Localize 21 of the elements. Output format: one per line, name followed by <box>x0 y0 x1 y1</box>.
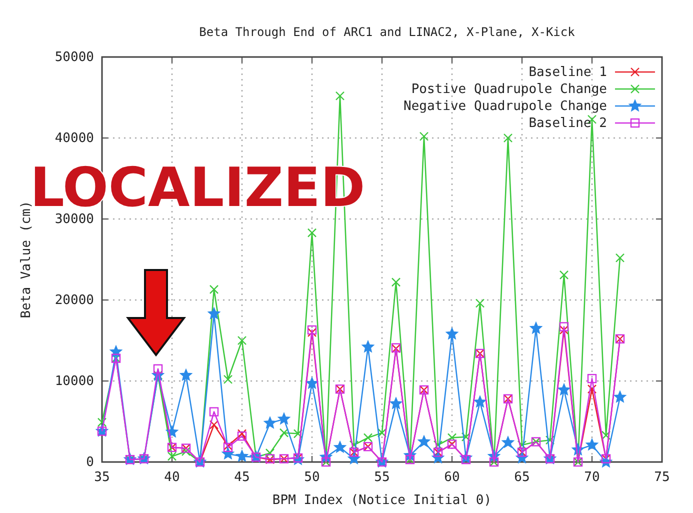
x-tick-label: 35 <box>94 470 110 485</box>
x-tick-label: 75 <box>654 470 670 485</box>
y-tick-label: 50000 <box>54 50 94 65</box>
x-tick-label: 60 <box>444 470 460 485</box>
legend-label: Baseline 1 <box>528 65 607 80</box>
chart-title: Beta Through End of ARC1 and LINAC2, X-Plane, X-Kick <box>199 25 576 39</box>
legend-label: Postive Quadrupole Change <box>411 82 608 97</box>
y-tick-label: 10000 <box>54 374 94 389</box>
x-tick-label: 40 <box>164 470 180 485</box>
y-tick-label: 0 <box>86 455 94 470</box>
x-axis-title: BPM Index (Notice Initial 0) <box>272 493 492 508</box>
y-tick-label: 40000 <box>54 131 94 146</box>
x-tick-label: 50 <box>304 470 320 485</box>
y-axis-title: Beta Value (cm) <box>19 200 34 318</box>
legend-label: Baseline 2 <box>528 116 607 131</box>
legend-label: Negative Quadrupole Change <box>404 99 608 114</box>
x-tick-label: 55 <box>374 470 390 485</box>
x-tick-label: 70 <box>584 470 600 485</box>
x-tick-label: 45 <box>234 470 250 485</box>
y-tick-label: 20000 <box>54 293 94 308</box>
x-tick-label: 65 <box>514 470 530 485</box>
